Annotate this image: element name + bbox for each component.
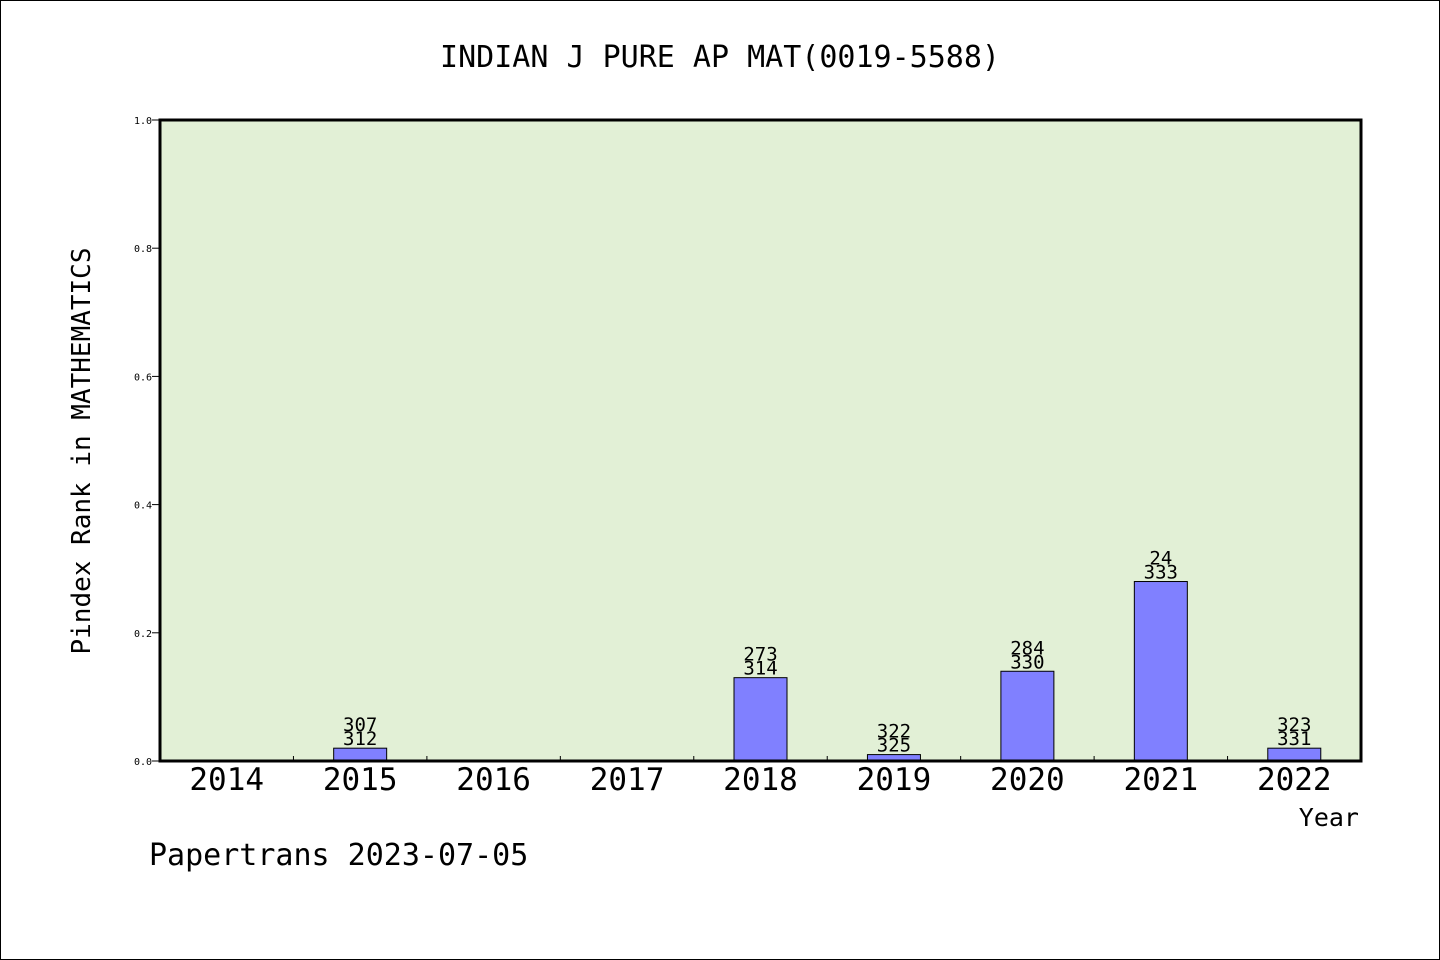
- footer-credit: Papertrans 2023-07-05: [149, 838, 528, 873]
- bar-data-label: 331: [1277, 728, 1311, 750]
- x-tick-label: 2021: [1124, 762, 1199, 798]
- bar-data-label: 323: [1277, 714, 1311, 736]
- x-tick-label: 2014: [189, 762, 264, 798]
- x-tick-label: 2019: [857, 762, 932, 798]
- bar-data-label: 24: [1149, 548, 1172, 570]
- y-tick-label: 0.2: [134, 629, 152, 640]
- x-tick-label: 2017: [590, 762, 665, 798]
- y-tick-label: 1.0: [134, 116, 152, 127]
- bar-data-label: 312: [343, 728, 377, 750]
- y-axis-label: Pindex Rank in MATHEMATICS: [67, 248, 97, 655]
- bar-2018: [733, 677, 788, 762]
- bar-2020: [1000, 670, 1055, 762]
- x-tick-label: 2018: [723, 762, 798, 798]
- bar-2021: [1133, 581, 1188, 762]
- bar-data-label: 314: [743, 658, 777, 680]
- bar-data-label: 284: [1010, 637, 1044, 659]
- x-tick-label: 2015: [323, 762, 398, 798]
- bar-data-label: 333: [1144, 562, 1178, 584]
- bar-data-label: 307: [343, 714, 377, 736]
- y-axis-ticks: 0.0 0.2 0.4 0.6 0.8 1.0: [134, 116, 160, 768]
- x-tick-label: 2020: [990, 762, 1065, 798]
- y-tick-label: 0.0: [134, 757, 152, 768]
- bars-layer: [333, 581, 1322, 762]
- chart-title: INDIAN J PURE AP MAT(0019-5588): [440, 40, 1000, 75]
- bar-data-label: 322: [877, 721, 911, 743]
- plot-frame: [158, 118, 1363, 763]
- x-axis-ticks: 2014 2015 2016 2017 2018 2019 2020 2021 2022: [189, 756, 1332, 798]
- bar-data-label: 330: [1010, 651, 1044, 673]
- bar-data-label: 273: [743, 644, 777, 666]
- y-tick-label: 0.6: [134, 372, 152, 383]
- x-tick-label: 2016: [456, 762, 531, 798]
- y-tick-label: 0.8: [134, 244, 152, 255]
- y-tick-label: 0.4: [134, 501, 152, 512]
- x-tick-label: 2022: [1257, 762, 1332, 798]
- bar-data-label: 325: [877, 735, 911, 757]
- x-axis-label: Year: [1299, 803, 1359, 832]
